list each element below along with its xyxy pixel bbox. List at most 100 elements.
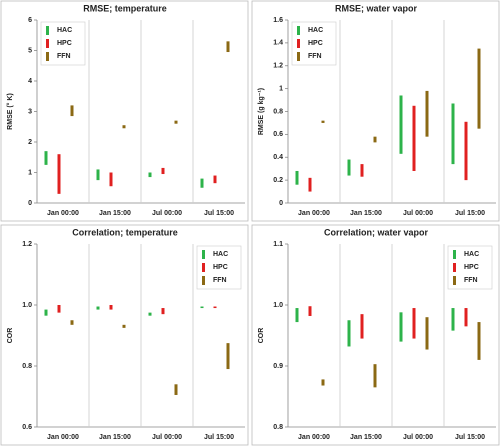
panel-title: Correlation; temperature	[72, 227, 178, 237]
y-tick-label: 0	[28, 200, 32, 207]
y-tick-label: 5	[28, 47, 32, 54]
x-tick-label: Jul 00:00	[403, 434, 433, 441]
y-tick-label: 0.8	[22, 363, 32, 370]
y-tick-label: 0.8	[273, 108, 283, 115]
range-bar	[373, 364, 377, 388]
y-tick-label: 1.4	[273, 40, 283, 47]
legend-swatch	[453, 250, 456, 259]
y-tick-label: 1	[279, 85, 283, 92]
y-tick-label: 1.2	[273, 63, 283, 70]
y-tick-label: 0.9	[273, 363, 283, 370]
x-tick-label: Jan 00:00	[47, 210, 79, 217]
range-bar	[70, 320, 74, 325]
y-tick-label: 0.6	[22, 424, 32, 431]
range-bar	[477, 48, 481, 129]
legend-label: HAC	[57, 27, 72, 34]
range-bar	[347, 159, 351, 176]
range-bar	[295, 308, 299, 323]
range-bar	[360, 314, 364, 339]
y-axis-label: RMSE (° K)	[6, 93, 14, 130]
range-bar	[122, 125, 126, 129]
legend-swatch	[297, 39, 300, 48]
legend-label: HAC	[213, 251, 228, 258]
legend-swatch	[297, 52, 300, 61]
range-bar	[174, 384, 178, 395]
x-tick-label: Jul 15:00	[455, 434, 485, 441]
x-tick-label: Jan 00:00	[298, 434, 330, 441]
legend-label: HAC	[464, 251, 479, 258]
range-bar	[425, 317, 429, 350]
y-tick-label: 0.6	[273, 131, 283, 138]
panel-border	[0, 0, 249, 222]
range-bar	[308, 306, 312, 316]
legend-label: FFN	[464, 277, 478, 284]
legend-label: HPC	[57, 40, 72, 47]
y-axis-label: COR	[258, 328, 265, 344]
range-bar	[373, 136, 377, 143]
range-bar	[360, 164, 364, 177]
y-tick-label: 0	[279, 200, 283, 207]
y-tick-label: 1.2	[22, 241, 32, 248]
x-tick-label: Jul 00:00	[152, 434, 182, 441]
legend-swatch	[202, 276, 205, 285]
x-tick-label: Jul 00:00	[403, 210, 433, 217]
range-bar	[347, 320, 351, 347]
range-bar	[477, 322, 481, 360]
x-tick-label: Jul 00:00	[152, 210, 182, 217]
range-bar	[399, 95, 403, 154]
legend-swatch	[453, 276, 456, 285]
x-tick-label: Jan 15:00	[350, 210, 382, 217]
x-tick-label: Jul 15:00	[455, 210, 485, 217]
range-bar	[96, 306, 100, 310]
legend-label: FFN	[57, 53, 71, 60]
y-tick-label: 6	[28, 17, 32, 24]
y-tick-label: 0.8	[273, 424, 283, 431]
y-tick-label: 4	[28, 78, 32, 85]
panel-border	[0, 224, 249, 446]
panel-title: RMSE; water vapor	[335, 3, 418, 13]
legend-swatch	[453, 263, 456, 272]
legend-swatch	[202, 250, 205, 259]
panel-title: Correlation; water vapor	[324, 227, 429, 237]
range-bar	[44, 309, 48, 316]
range-bar	[213, 306, 217, 309]
range-bar	[148, 312, 152, 316]
range-bar	[109, 305, 113, 310]
range-bar	[161, 308, 165, 315]
range-bar	[70, 105, 74, 117]
x-tick-label: Jul 15:00	[204, 434, 234, 441]
x-tick-label: Jan 15:00	[350, 434, 382, 441]
range-bar	[161, 167, 165, 175]
range-bar	[57, 305, 61, 313]
legend-label: HAC	[308, 27, 323, 34]
y-tick-label: 3	[28, 108, 32, 115]
legend-swatch	[46, 26, 49, 35]
range-bar	[451, 103, 455, 165]
legend-label: FFN	[308, 53, 322, 60]
y-tick-label: 1.6	[273, 17, 283, 24]
range-bar	[412, 308, 416, 339]
y-tick-label: 1.1	[273, 241, 283, 248]
y-tick-label: 0.2	[273, 177, 283, 184]
range-bar	[213, 175, 217, 184]
x-tick-label: Jan 15:00	[99, 210, 131, 217]
legend-swatch	[46, 52, 49, 61]
x-tick-label: Jan 15:00	[99, 434, 131, 441]
legend-swatch	[297, 26, 300, 35]
range-bar	[174, 120, 178, 124]
panel-title: RMSE; temperature	[83, 3, 167, 13]
legend-label: HPC	[308, 40, 323, 47]
range-bar	[464, 121, 468, 181]
legend-label: HPC	[213, 264, 228, 271]
legend-swatch	[46, 39, 49, 48]
legend-label: HPC	[464, 264, 479, 271]
range-bar	[200, 178, 204, 188]
range-bar	[96, 169, 100, 181]
panel-border	[251, 224, 500, 446]
range-bar	[464, 308, 468, 327]
y-tick-label: 1.0	[22, 302, 32, 309]
range-bar	[321, 120, 325, 123]
range-bar	[226, 41, 230, 53]
range-bar	[122, 324, 126, 328]
